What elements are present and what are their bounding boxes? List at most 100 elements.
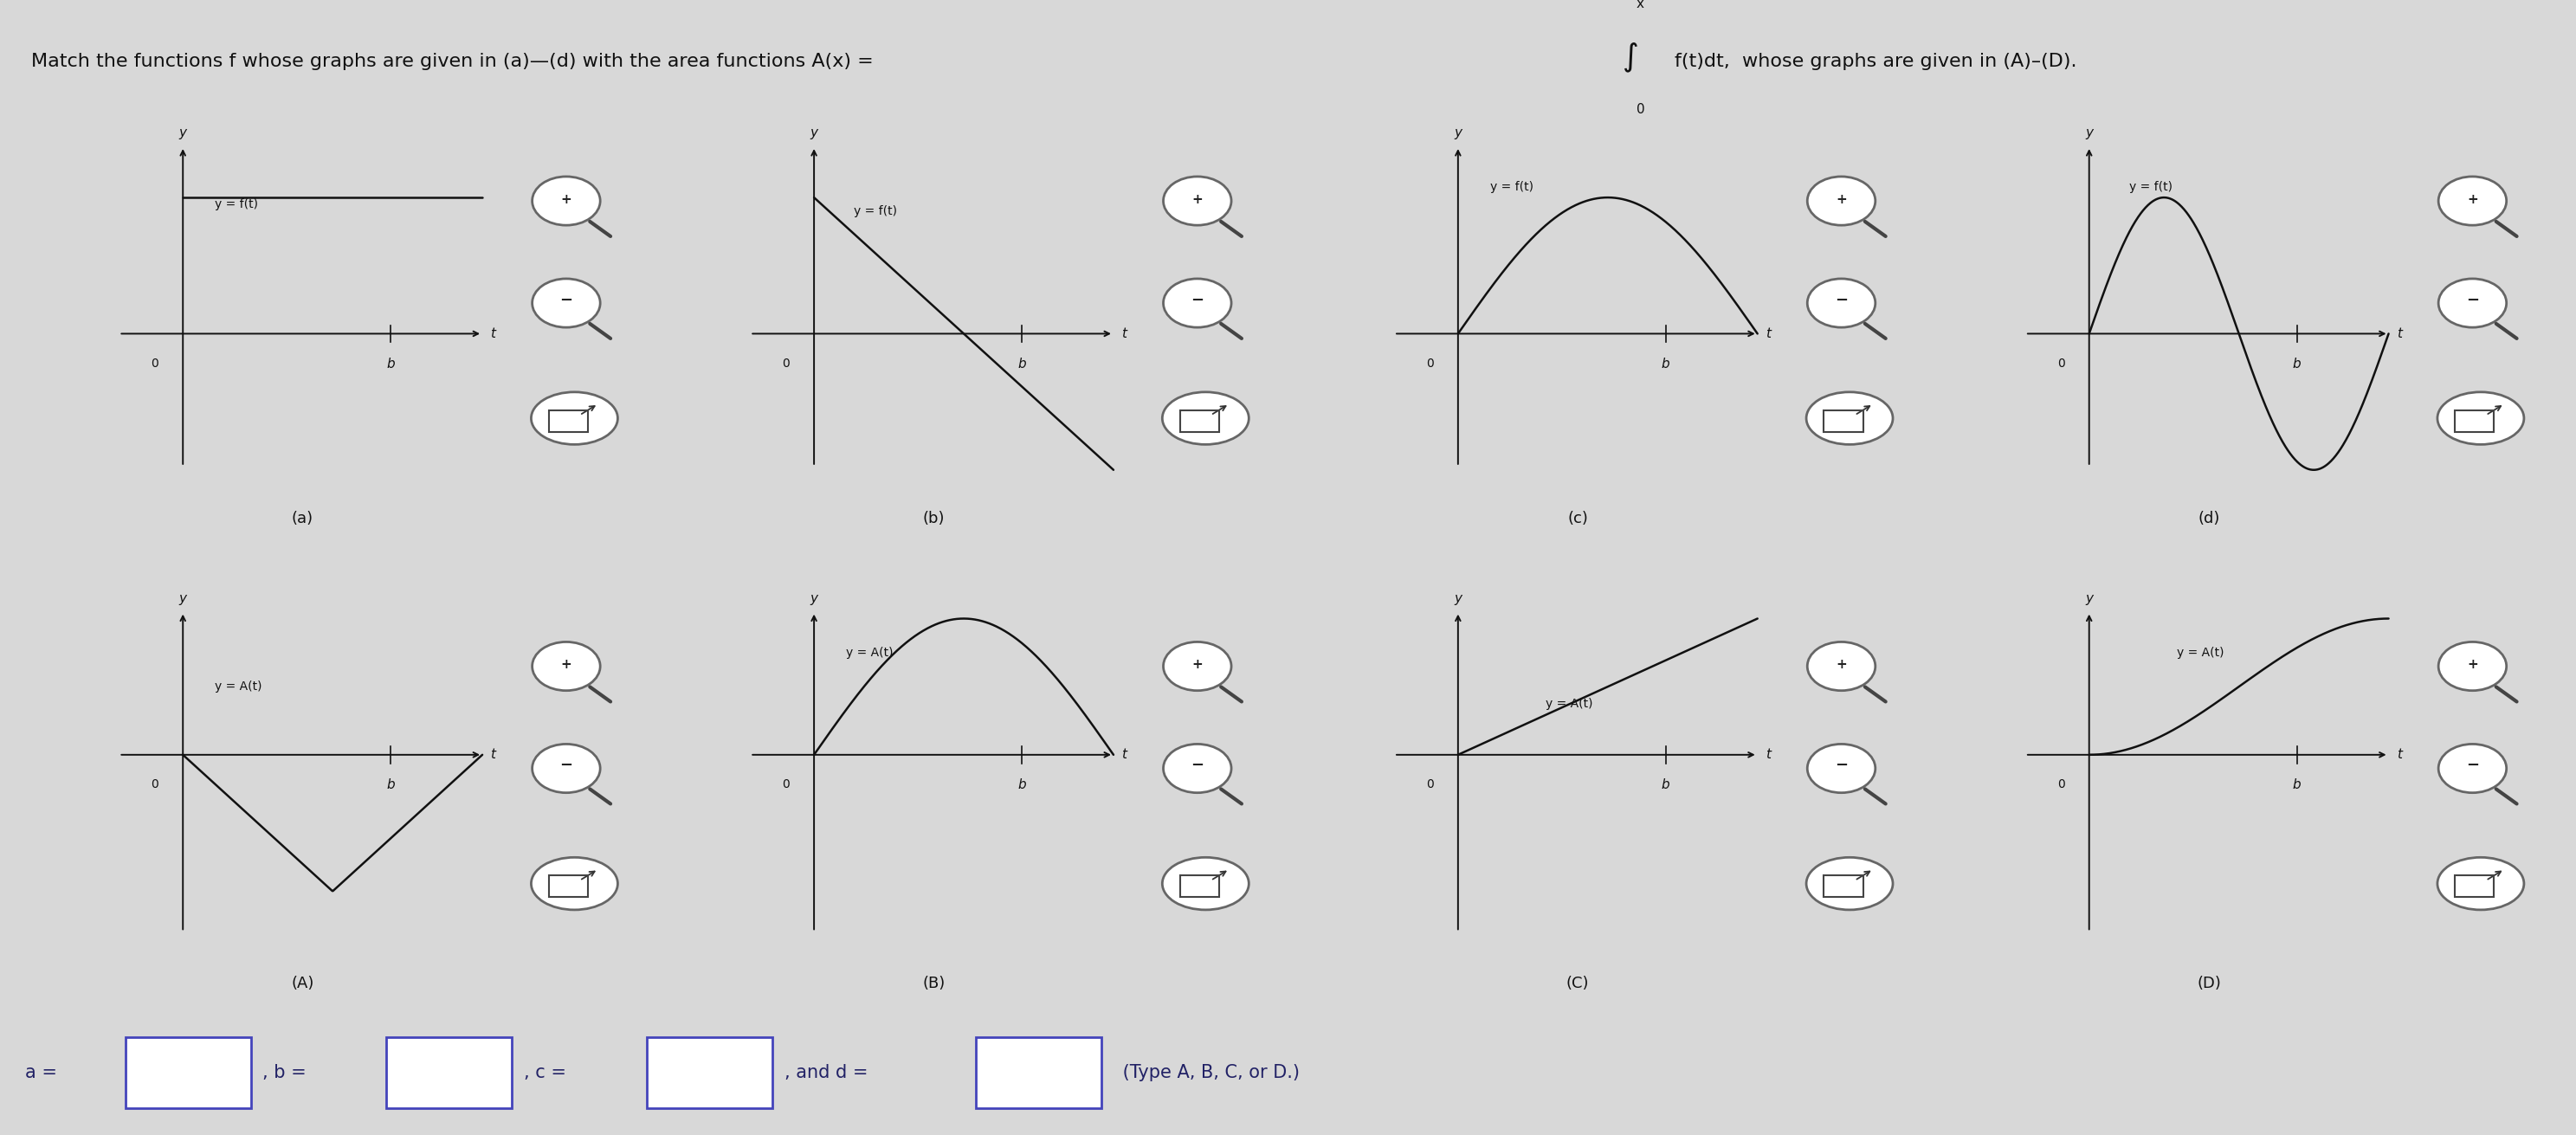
Text: (B): (B)	[922, 976, 945, 992]
Text: (D): (D)	[2197, 976, 2221, 992]
Text: (A): (A)	[291, 976, 314, 992]
Text: (C): (C)	[1566, 976, 1589, 992]
Text: b: b	[386, 358, 394, 370]
Text: −: −	[559, 293, 572, 308]
Text: +: +	[1837, 658, 1847, 671]
Text: y = A(t): y = A(t)	[1546, 698, 1592, 709]
Circle shape	[2437, 857, 2524, 910]
Circle shape	[1808, 745, 1875, 792]
Text: y = f(t): y = f(t)	[2128, 182, 2172, 193]
Circle shape	[2437, 392, 2524, 445]
Text: y = A(t): y = A(t)	[214, 681, 263, 692]
Text: y: y	[809, 127, 819, 140]
Text: +: +	[2468, 658, 2478, 671]
Text: y: y	[178, 127, 188, 140]
Text: +: +	[562, 193, 572, 205]
Circle shape	[1806, 392, 1893, 445]
Circle shape	[1162, 392, 1249, 445]
Text: −: −	[2465, 293, 2478, 308]
Text: (c): (c)	[1566, 511, 1589, 527]
Text: (d): (d)	[2197, 511, 2221, 527]
FancyBboxPatch shape	[126, 1037, 252, 1108]
Text: t: t	[1765, 327, 1770, 340]
Text: t: t	[489, 748, 495, 762]
Text: t: t	[1765, 748, 1770, 762]
Text: 0: 0	[2058, 358, 2066, 370]
Text: y: y	[1453, 127, 1463, 140]
Text: 0: 0	[783, 358, 791, 370]
Text: y = f(t): y = f(t)	[853, 205, 896, 217]
Text: y = A(t): y = A(t)	[2177, 647, 2223, 658]
Circle shape	[2439, 177, 2506, 225]
Circle shape	[2439, 279, 2506, 327]
Text: (b): (b)	[922, 511, 945, 527]
Bar	[1180, 875, 1218, 898]
Circle shape	[1162, 857, 1249, 910]
Text: y: y	[2084, 127, 2094, 140]
Circle shape	[1806, 857, 1893, 910]
Circle shape	[531, 392, 618, 445]
Text: −: −	[1834, 758, 1847, 773]
FancyBboxPatch shape	[647, 1037, 773, 1108]
Circle shape	[1808, 642, 1875, 690]
Text: y: y	[1453, 592, 1463, 605]
Circle shape	[533, 745, 600, 792]
Text: −: −	[1190, 758, 1203, 773]
Text: t: t	[2396, 327, 2401, 340]
Text: y = A(t): y = A(t)	[845, 647, 894, 658]
Text: +: +	[2468, 193, 2478, 205]
Text: b: b	[2293, 779, 2300, 791]
FancyBboxPatch shape	[386, 1037, 513, 1108]
Text: b: b	[1018, 358, 1025, 370]
Text: (a): (a)	[291, 511, 314, 527]
Bar	[2455, 875, 2494, 898]
Text: y = f(t): y = f(t)	[214, 199, 258, 210]
Text: b: b	[386, 779, 394, 791]
Text: x: x	[1636, 0, 1643, 10]
Text: b: b	[1662, 358, 1669, 370]
FancyBboxPatch shape	[976, 1037, 1103, 1108]
Bar	[2455, 410, 2494, 432]
Text: y: y	[809, 592, 819, 605]
Text: +: +	[1837, 193, 1847, 205]
Bar	[1180, 410, 1218, 432]
Text: (Type A, B, C, or D.): (Type A, B, C, or D.)	[1118, 1063, 1298, 1082]
Text: t: t	[489, 327, 495, 340]
Circle shape	[533, 177, 600, 225]
Text: b: b	[1662, 779, 1669, 791]
Text: a =: a =	[26, 1063, 57, 1082]
Text: +: +	[1193, 658, 1203, 671]
Text: t: t	[2396, 748, 2401, 762]
Circle shape	[1808, 177, 1875, 225]
Text: +: +	[1193, 193, 1203, 205]
Text: Match the functions f whose graphs are given in (a)—(d) with the area functions : Match the functions f whose graphs are g…	[31, 53, 878, 70]
Circle shape	[533, 642, 600, 690]
Text: , c =: , c =	[523, 1063, 567, 1082]
Circle shape	[1164, 642, 1231, 690]
Circle shape	[1164, 745, 1231, 792]
Text: 0: 0	[2058, 779, 2066, 791]
Text: b: b	[2293, 358, 2300, 370]
Bar	[549, 875, 587, 898]
Circle shape	[1808, 279, 1875, 327]
Bar	[1824, 875, 1862, 898]
Circle shape	[531, 857, 618, 910]
Circle shape	[1164, 279, 1231, 327]
Text: −: −	[2465, 758, 2478, 773]
Text: ∫: ∫	[1623, 42, 1638, 72]
Text: 0: 0	[1636, 103, 1646, 116]
Text: −: −	[1190, 293, 1203, 308]
Text: 0: 0	[783, 779, 791, 791]
Circle shape	[2439, 745, 2506, 792]
Text: 0: 0	[1427, 358, 1435, 370]
Text: 0: 0	[152, 358, 160, 370]
Text: y: y	[2084, 592, 2094, 605]
Text: 0: 0	[1427, 779, 1435, 791]
Circle shape	[2439, 642, 2506, 690]
Circle shape	[1164, 177, 1231, 225]
Text: −: −	[559, 758, 572, 773]
Circle shape	[533, 279, 600, 327]
Bar	[549, 410, 587, 432]
Text: 0: 0	[152, 779, 160, 791]
Text: +: +	[562, 658, 572, 671]
